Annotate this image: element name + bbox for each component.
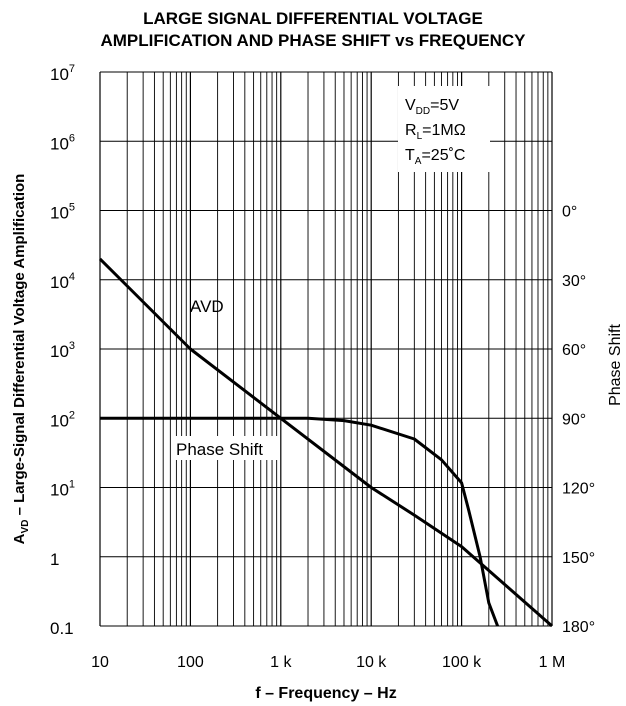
y-left-tick-label: 105 <box>50 202 75 223</box>
conditions-box: VDD=5V RL=1MΩ TA=25˚C <box>398 86 490 172</box>
y-left-axis-title: AVD – Large-Signal Differential Voltage … <box>11 174 31 545</box>
series-layer <box>98 257 553 628</box>
phase-label-background <box>172 436 278 460</box>
condition-text: TA=25˚C <box>405 147 465 167</box>
y-left-tick-label: 103 <box>50 340 75 361</box>
x-tick-label: 10 k <box>356 654 387 671</box>
axis-titles: f – Frequency – Hz AVD – Large-Signal Dif… <box>11 174 624 702</box>
x-tick-label: 10 <box>91 654 109 671</box>
y-left-tick-label: 104 <box>50 271 75 292</box>
y-left-tick-label: 1 <box>50 550 59 569</box>
phase-shift-series-label: Phase Shift <box>176 440 263 459</box>
series-labels: AVD Phase Shift <box>172 297 278 460</box>
y-right-axis-title: Phase Shift <box>607 324 624 406</box>
chart-title-line-1: LARGE SIGNAL DIFFERENTIAL VOLTAGE <box>143 9 483 28</box>
x-tick-label: 100 <box>177 654 204 671</box>
chart-title-line-2: AMPLIFICATION AND PHASE SHIFT vs FREQUEN… <box>100 31 526 50</box>
y-left-tick-label: 101 <box>50 479 75 500</box>
avd-curve <box>98 257 553 628</box>
y-left-tick-labels: 0.1 1 101 102 103 104 105 106 107 <box>50 63 75 638</box>
y-right-tick-label: 120° <box>562 481 595 498</box>
x-axis-title: f – Frequency – Hz <box>255 685 396 702</box>
grid <box>99 71 553 627</box>
y-left-tick-label: 102 <box>50 409 75 430</box>
y-right-tick-labels: 0° 30° 60° 90° 120° 150° 180° <box>562 204 595 637</box>
y-left-tick-label: 107 <box>50 63 75 84</box>
x-tick-label: 1 M <box>539 654 566 671</box>
x-tick-labels: 10 100 1 k 10 k 100 k 1 M <box>91 654 565 671</box>
y-left-tick-label: 0.1 <box>50 619 74 638</box>
avd-series-label: AVD <box>190 297 224 316</box>
y-right-tick-label: 60° <box>562 342 586 359</box>
x-tick-label: 1 k <box>270 654 292 671</box>
conditions-background <box>398 86 490 172</box>
phase-shift-curve <box>100 416 500 627</box>
y-left-tick-label: 106 <box>50 132 75 153</box>
y-right-tick-label: 0° <box>562 204 577 221</box>
condition-text: VDD=5V <box>405 97 459 117</box>
y-right-tick-label: 180° <box>562 619 595 636</box>
y-right-tick-label: 150° <box>562 550 595 567</box>
x-tick-label: 100 k <box>442 654 482 671</box>
condition-text: RL=1MΩ <box>405 122 466 142</box>
y-right-tick-label: 90° <box>562 411 586 428</box>
y-right-tick-label: 30° <box>562 273 586 290</box>
